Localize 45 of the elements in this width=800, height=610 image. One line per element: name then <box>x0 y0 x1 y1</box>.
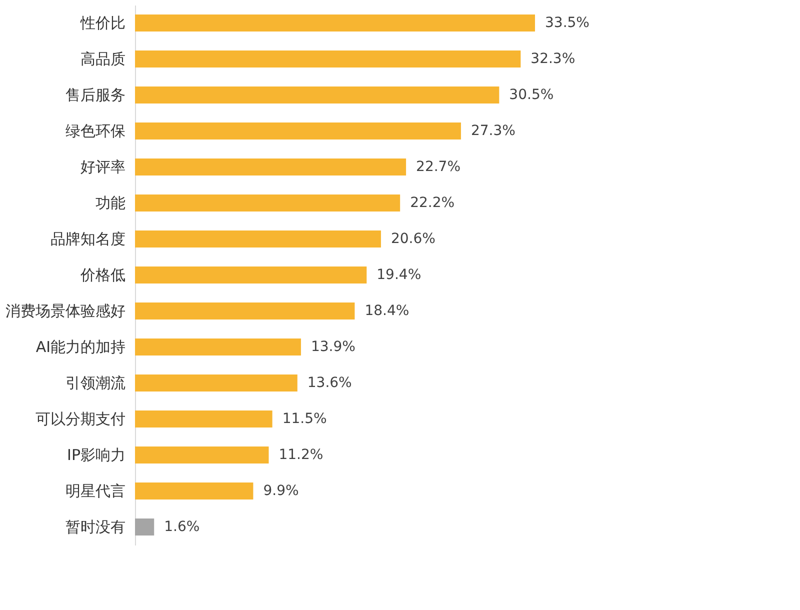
data-label: 9.9% <box>263 483 299 499</box>
y-tick-label: 价格低 <box>80 266 126 284</box>
y-tick-label: 性价比 <box>80 14 126 32</box>
y-tick-label: 可以分期支付 <box>36 410 126 428</box>
bar <box>135 338 301 356</box>
bar <box>135 482 254 500</box>
data-label: 22.7% <box>416 159 461 175</box>
bar <box>135 14 535 32</box>
data-label: 32.3% <box>530 51 576 67</box>
bar <box>135 518 154 536</box>
data-label: 13.9% <box>310 339 356 355</box>
data-label: 11.2% <box>278 447 324 463</box>
bar <box>135 230 381 248</box>
data-label: 18.4% <box>364 303 410 319</box>
y-tick-label: 消费场景体验感好 <box>6 302 126 320</box>
bar <box>135 86 500 104</box>
y-tick-label: 好评率 <box>80 158 126 176</box>
y-tick-label: 引领潮流 <box>66 374 126 392</box>
bar <box>135 122 461 140</box>
data-label: 30.5% <box>509 87 554 103</box>
y-tick-label: 暂时没有 <box>66 518 126 536</box>
data-label: 33.5% <box>545 15 590 31</box>
bar <box>135 302 355 320</box>
y-tick-label: IP影响力 <box>67 446 126 464</box>
bar <box>135 158 406 176</box>
data-label: 13.6% <box>307 375 352 391</box>
y-tick-label: 售后服务 <box>66 86 126 104</box>
y-tick-label: 品牌知名度 <box>50 230 126 248</box>
y-tick-label: 功能 <box>96 194 126 212</box>
bar <box>135 266 367 284</box>
bar <box>135 446 269 464</box>
bar <box>135 194 400 212</box>
data-label: 19.4% <box>376 267 422 283</box>
data-label: 22.2% <box>410 195 455 211</box>
bar <box>135 50 521 68</box>
y-tick-label: 明星代言 <box>66 482 126 500</box>
y-tick-label: 高品质 <box>80 50 126 68</box>
data-label: 1.6% <box>164 519 200 535</box>
data-label: 27.3% <box>470 123 516 139</box>
y-tick-label: 绿色环保 <box>66 122 126 140</box>
y-tick-label: AI能力的加持 <box>36 338 126 356</box>
bar <box>135 410 272 428</box>
bar <box>135 374 298 392</box>
data-label: 11.5% <box>282 411 327 427</box>
data-label: 20.6% <box>390 231 436 247</box>
